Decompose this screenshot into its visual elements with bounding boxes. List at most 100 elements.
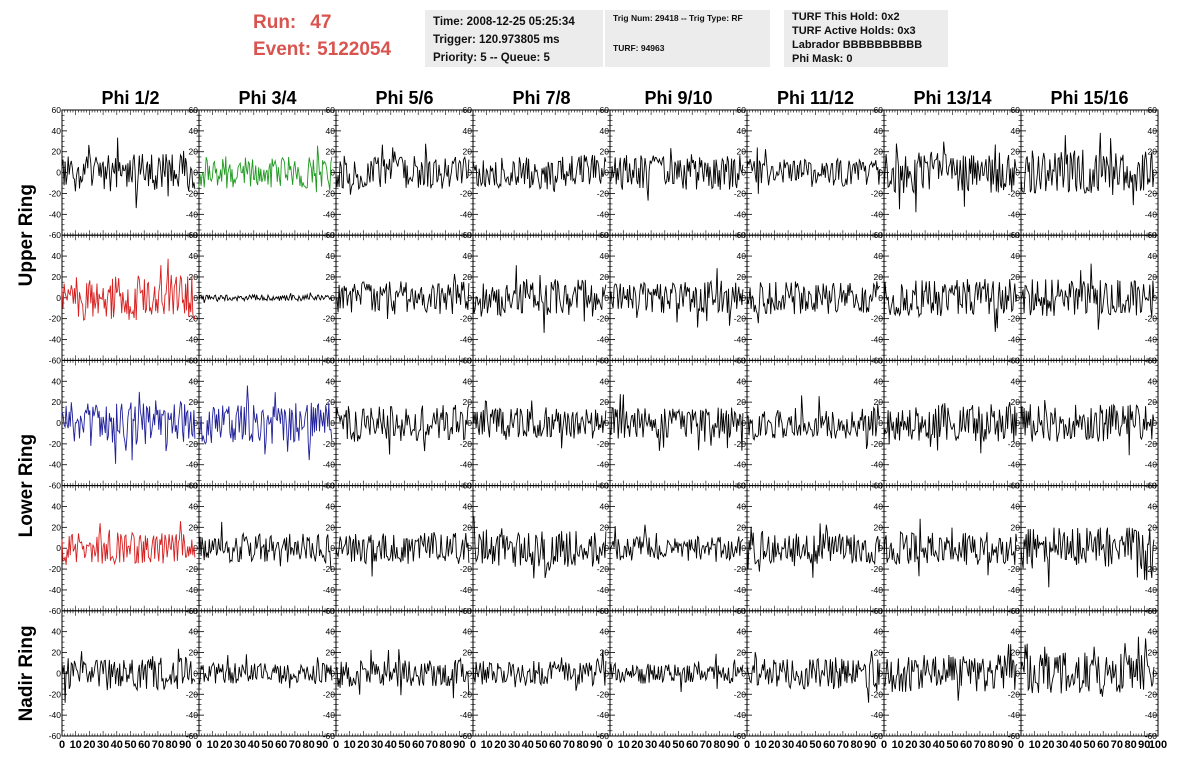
trace-r2-c2: [198, 292, 333, 304]
ytick-label-right: -20: [460, 564, 473, 574]
ytick-label-right: -20: [1008, 564, 1021, 574]
ytick-label-right: -40: [734, 335, 747, 345]
ytick-label-right: -40: [323, 460, 336, 470]
ytick-label-right: 0: [604, 543, 609, 553]
ytick-label-right: 0: [193, 418, 198, 428]
ytick-label-right: -20: [597, 564, 610, 574]
ytick-label-right: 20: [737, 147, 747, 157]
trace-r1-c3: [335, 143, 470, 195]
time-text: Time: 2008-12-25 05:25:34: [433, 16, 575, 28]
ytick-label-right: 20: [874, 522, 884, 532]
ytick-label-right: 0: [1015, 543, 1020, 553]
ytick-label-right: 40: [737, 251, 747, 261]
ytick-label-right: 40: [463, 126, 473, 136]
ytick-label-right: 40: [326, 501, 336, 511]
ytick-label-right: 20: [463, 522, 473, 532]
event-value: 5122054: [317, 39, 392, 60]
ytick-label-right: -20: [597, 439, 610, 449]
trace-r3-c1: [61, 391, 196, 464]
column-header-8: Phi 15/16: [1050, 88, 1128, 108]
trace-r3-c3: [335, 404, 470, 455]
ytick-label-right: 40: [874, 126, 884, 136]
ytick-label-right: 40: [874, 251, 884, 261]
ytick-label-right: -40: [597, 460, 610, 470]
ytick-label-right: -20: [734, 314, 747, 324]
ytick-label-right: 0: [1015, 168, 1020, 178]
ytick-label: -20: [49, 314, 62, 324]
ytick-label-right: 0: [1152, 418, 1157, 428]
ytick-label-right: -20: [871, 564, 884, 574]
ytick-label: 20: [52, 147, 62, 157]
ytick-label-right: -20: [323, 564, 336, 574]
ytick-label-right: 40: [737, 376, 747, 386]
turf-active-holds-text: TURF Active Holds: 0x3: [792, 25, 916, 37]
trace-r1-c2: [198, 145, 333, 193]
ytick-label: 0: [56, 418, 61, 428]
ytick-label-right: 40: [463, 376, 473, 386]
ytick-label: 0: [56, 168, 61, 178]
ytick-label-right: 40: [463, 251, 473, 261]
ytick-label-right: -40: [323, 209, 336, 219]
ytick-label-right: 0: [604, 168, 609, 178]
column-header-4: Phi 7/8: [512, 88, 570, 108]
trace-r4-c5: [609, 524, 744, 562]
ytick-label: -60: [49, 606, 62, 616]
ytick-label-right: -20: [734, 188, 747, 198]
column-header-7: Phi 13/14: [913, 88, 991, 108]
ytick-label-right: -20: [734, 439, 747, 449]
ytick-label-right: -20: [1145, 188, 1158, 198]
ytick-label-right: -20: [186, 564, 199, 574]
ytick-label-right: 20: [737, 522, 747, 532]
ytick-label-right: 20: [189, 522, 199, 532]
ytick-label-right: 0: [330, 293, 335, 303]
ytick-label-right: 40: [189, 126, 199, 136]
trace-r3-c2: [198, 385, 333, 461]
ytick-label-right: 20: [600, 272, 610, 282]
ytick-label: 40: [52, 376, 62, 386]
ytick-label-right: 20: [326, 397, 336, 407]
ytick-label: 20: [52, 522, 62, 532]
trace-r1-c7: [883, 141, 1018, 213]
ytick-label-right: 20: [874, 272, 884, 282]
column-header-1: Phi 1/2: [101, 88, 159, 108]
trace-r4-c4: [472, 515, 607, 579]
ytick-label: 40: [52, 501, 62, 511]
ytick-label: 0: [56, 543, 61, 553]
trace-r3-c6: [746, 395, 881, 449]
ytick-label-right: 0: [467, 543, 472, 553]
trace-r4-c2: [198, 521, 332, 571]
trace-r2-c6: [746, 281, 881, 324]
labrador-text: Labrador BBBBBBBBBB: [792, 39, 923, 51]
ytick-label-right: -20: [1145, 314, 1158, 324]
ytick-label: 40: [52, 251, 62, 261]
turf-this-hold-text: TURF This Hold: 0x2: [792, 11, 900, 23]
ytick-label-right: -40: [186, 585, 199, 595]
ytick-label-right: -40: [460, 460, 473, 470]
ytick-label-right: -40: [1008, 585, 1021, 595]
ytick-label-right: -20: [323, 188, 336, 198]
ytick-label-right: -20: [871, 314, 884, 324]
ytick-label-right: 40: [600, 501, 610, 511]
turf-hold-box: TURF This Hold: 0x2 TURF Active Holds: 0…: [784, 10, 948, 67]
ytick-label-right: -40: [1008, 460, 1021, 470]
ytick-label: 20: [52, 272, 62, 282]
ytick-label-right: 20: [1148, 147, 1158, 157]
ytick-label-right: -40: [734, 209, 747, 219]
trigger-info-box: Time: 2008-12-25 05:25:34 Trigger: 120.9…: [425, 10, 603, 67]
ytick-label-right: 40: [1148, 376, 1158, 386]
column-header-6: Phi 11/12: [777, 88, 854, 108]
ytick-label-right: 20: [326, 147, 336, 157]
ytick-label-right: 20: [463, 272, 473, 282]
ytick-label-right: 0: [330, 543, 335, 553]
trace-r3-c5: [609, 394, 744, 451]
trace-r1-c4: [472, 154, 607, 193]
trace-r4-c7: [883, 518, 1018, 577]
ytick-label-right: 0: [878, 168, 883, 178]
ytick-label-right: 20: [1011, 522, 1021, 532]
ytick-label-right: 20: [189, 397, 199, 407]
ytick-label-right: -40: [1145, 209, 1158, 219]
ytick-label-right: 0: [467, 168, 472, 178]
trace-r2-c1: [61, 258, 196, 321]
ytick-label-right: -40: [1145, 335, 1158, 345]
